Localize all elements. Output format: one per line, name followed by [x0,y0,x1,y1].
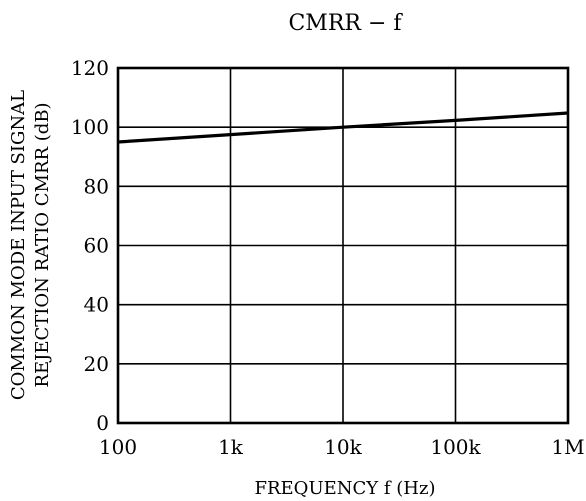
cmrr-series-line-0 [117,111,569,144]
y-axis-title-group: COMMON MODE INPUT SIGNAL REJECTION RATIO… [8,90,53,400]
x-tick-label-2: 10k [324,435,362,459]
y-tick-labels: 0 20 40 60 80 100 120 [71,56,109,435]
y-axis-title-line-1: COMMON MODE INPUT SIGNAL [8,90,29,400]
y-tick-label-3: 60 [84,234,109,258]
grid-lines [117,67,569,424]
plot-border [116,66,570,425]
y-tick-label-0: 0 [96,411,109,435]
series-layer [117,111,569,144]
y-tick-label-5: 100 [71,115,109,139]
x-tick-label-0: 100 [99,435,137,459]
x-tick-label-3: 100k [430,435,481,459]
chart-title: CMRR − f [288,11,403,36]
y-tick-label-1: 20 [84,352,109,376]
x-tick-labels: 100 1k 10k 100k 1M [99,435,585,459]
y-tick-label-4: 80 [84,174,109,198]
y-tick-label-2: 40 [84,293,109,317]
y-tick-label-6: 120 [71,56,109,80]
y-axis-title-line-2: REJECTION RATIO CMRR (dB) [32,102,53,387]
x-tick-label-1: 1k [218,435,244,459]
x-tick-label-4: 1M [551,435,584,459]
plot-frame [116,66,570,425]
x-axis-title: FREQUENCY f (Hz) [255,478,436,499]
